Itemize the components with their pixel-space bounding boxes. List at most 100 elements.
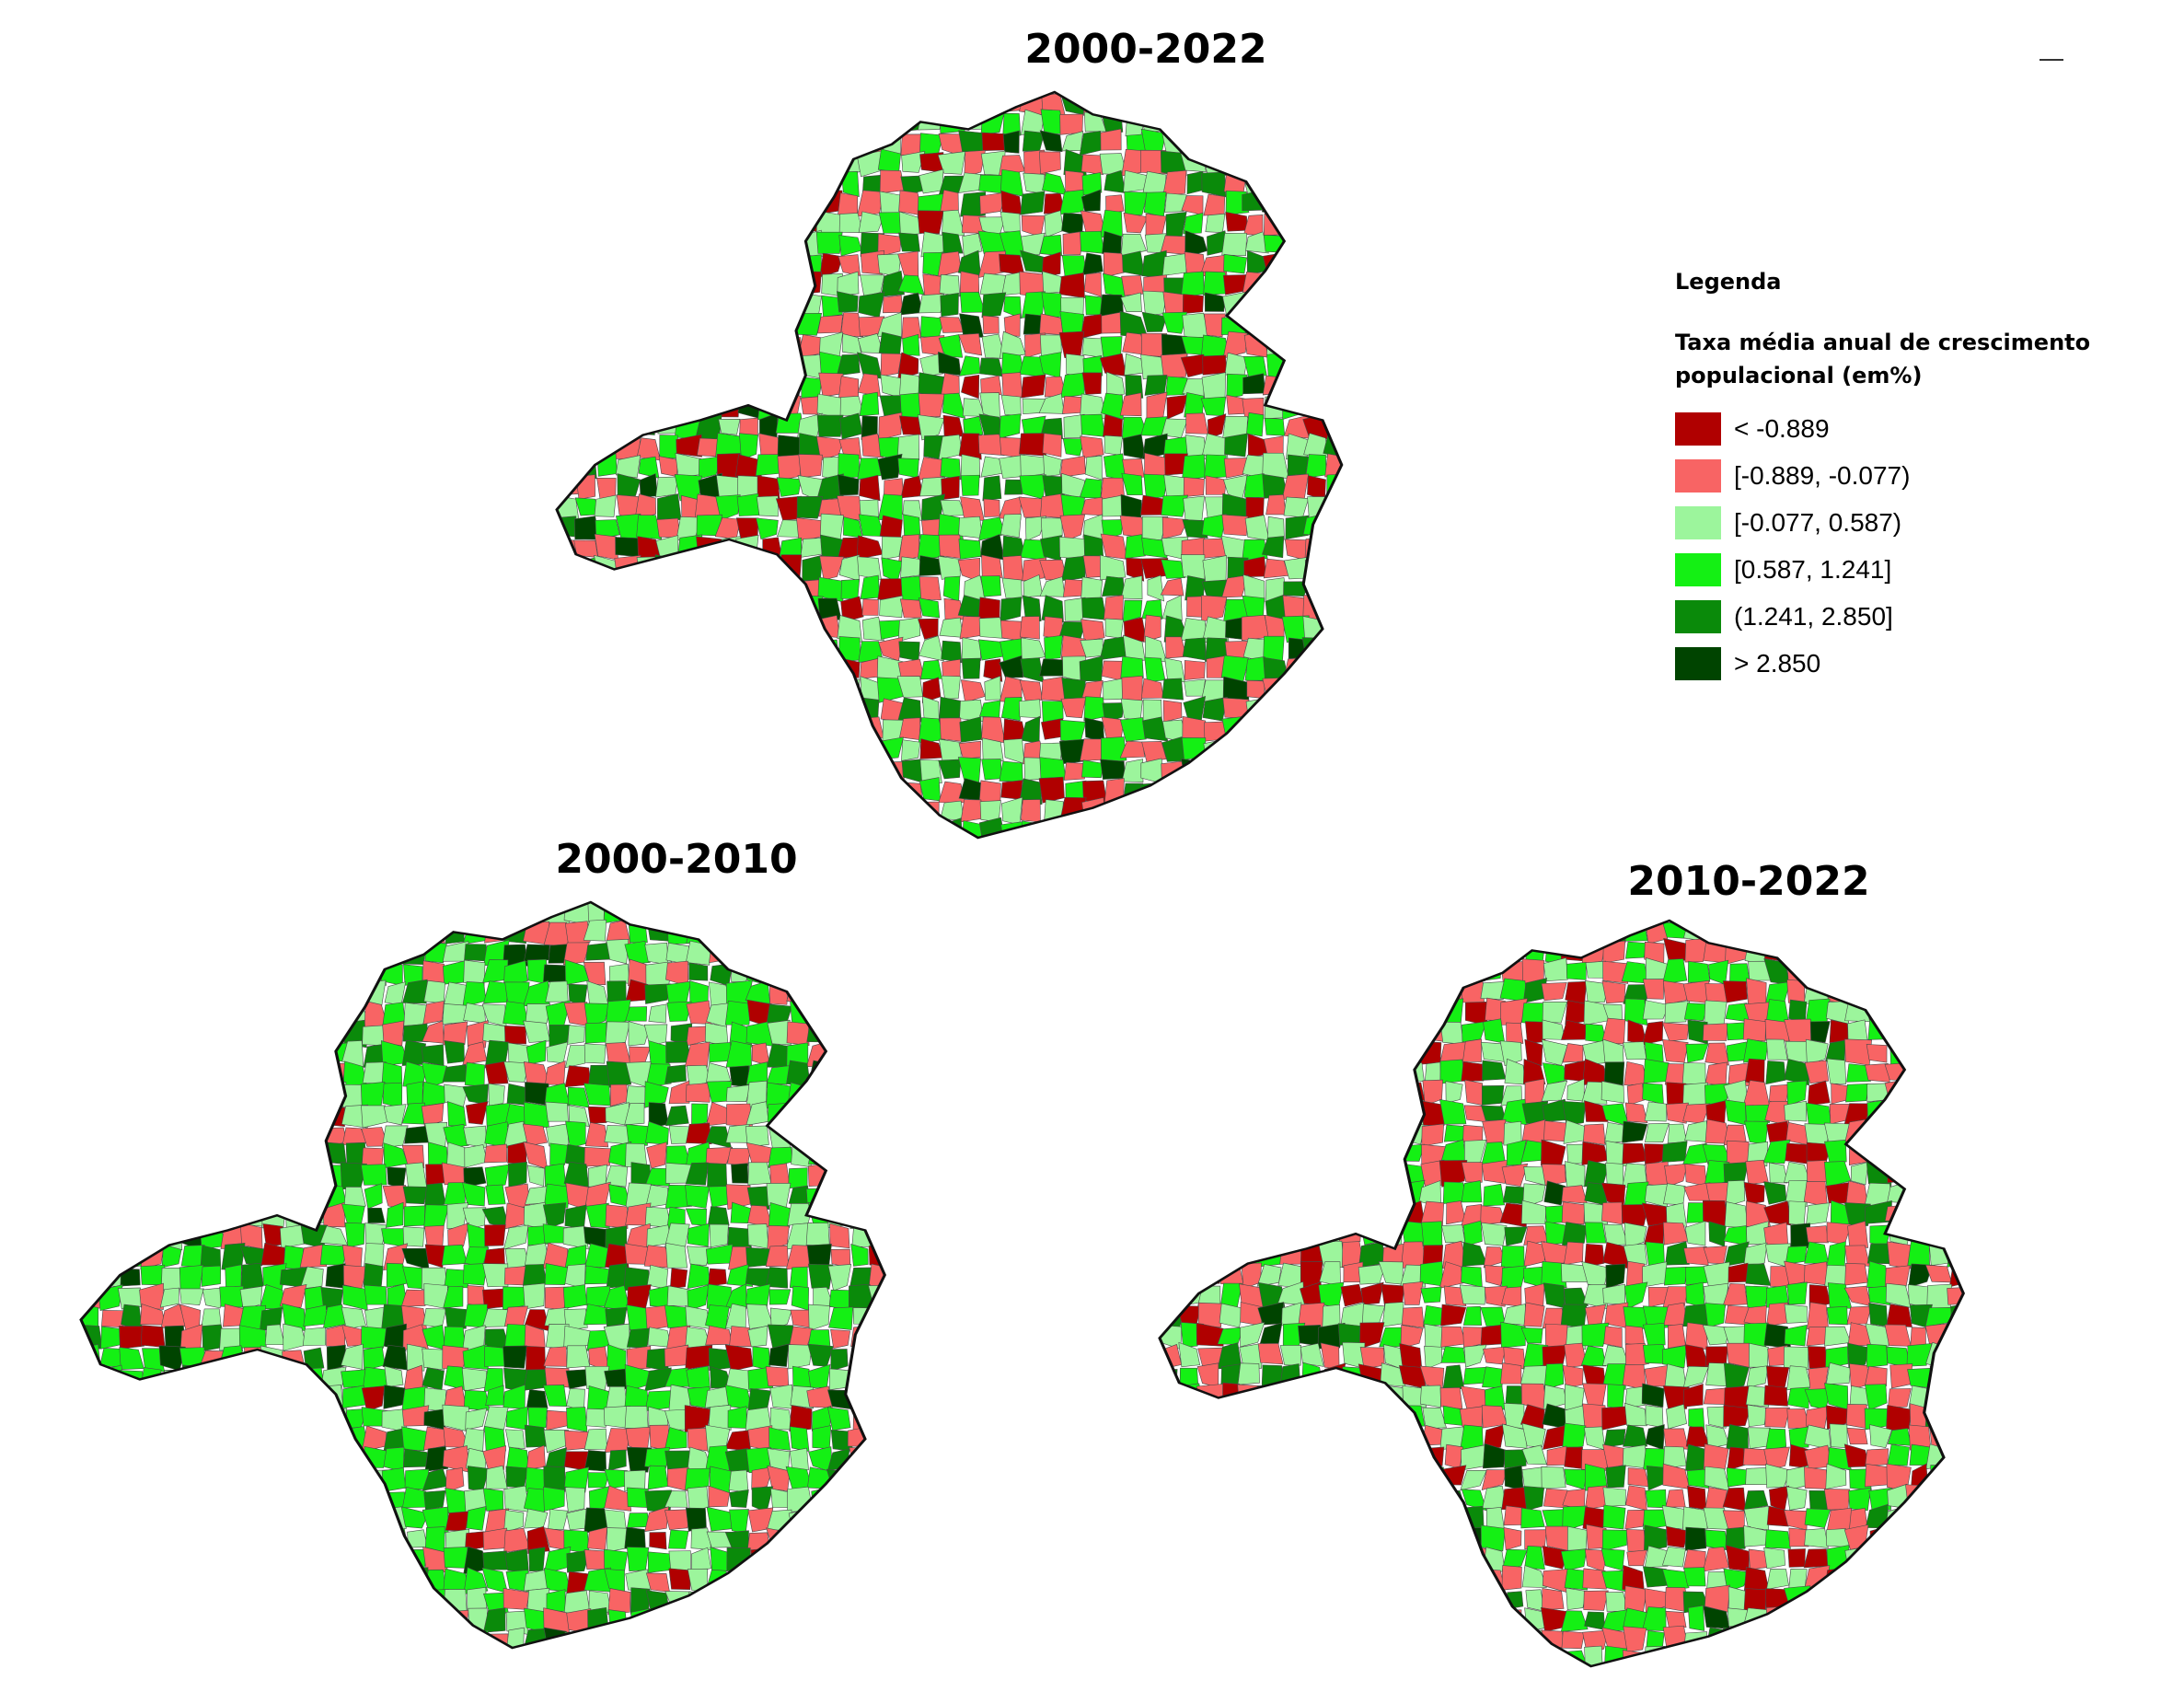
municipality-cell [1605,1465,1626,1489]
municipality-cell [81,1060,102,1085]
municipality-cell [1469,91,1490,113]
municipality-cell [179,1288,204,1305]
municipality-cell [1807,1302,1829,1330]
municipality-cell [1363,353,1387,374]
municipality-cell [770,902,792,923]
municipality-cell [1544,1323,1569,1348]
municipality-cell [1704,1303,1726,1328]
municipality-cell [759,757,780,779]
municipality-cell [2008,1123,2028,1142]
municipality-cell [848,1023,874,1048]
municipality-cell [464,1144,488,1168]
municipality-cell [1404,535,1431,558]
municipality-cell [101,1002,124,1026]
municipality-cell [1506,456,1528,479]
municipality-cell [1384,638,1409,659]
municipality-cell [1242,797,1266,825]
municipality-cell [1402,1281,1424,1305]
municipality-cell [1019,778,1043,805]
municipality-cell [98,1573,124,1593]
municipality-cell [545,1060,566,1085]
municipality-cell [118,1083,144,1108]
municipality-cell [1884,1265,1911,1288]
municipality-cell [836,353,861,377]
municipality-cell [1196,1059,1219,1085]
municipality-cell [638,296,657,315]
municipality-cell [846,1002,874,1026]
municipality-cell [1283,172,1308,197]
municipality-cell [1644,1101,1668,1122]
municipality-cell [1050,1102,1073,1127]
municipality-cell [1482,1443,1507,1469]
municipality-cell [1364,762,1390,782]
municipality-cell [718,211,740,235]
municipality-cell [757,553,781,580]
municipality-cell [1363,1388,1383,1408]
municipality-cell [1507,231,1529,257]
municipality-cell [807,1568,830,1590]
municipality-cell [982,475,1002,502]
municipality-cell [806,1000,834,1026]
municipality-cell [1299,1224,1321,1246]
municipality-cell [597,801,621,823]
municipality-cell [1180,1487,1205,1509]
municipality-cell [614,149,640,173]
municipality-cell [1263,937,1284,964]
municipality-cell [81,1588,101,1614]
municipality-cell [239,1450,266,1474]
municipality-cell [1221,108,1248,136]
municipality-cell [1045,817,1064,838]
municipality-cell [1426,497,1449,518]
municipality-cell [716,193,740,216]
municipality-cell [1950,979,1964,1001]
municipality-cell [1245,231,1269,254]
municipality-cell [1485,233,1511,256]
municipality-cell [2028,1080,2054,1102]
municipality-cell [1428,173,1449,195]
municipality-cell [179,1569,204,1590]
municipality-cell [994,901,1013,924]
municipality-cell [929,1085,952,1107]
municipality-cell [1327,256,1342,278]
municipality-cell [594,575,618,597]
municipality-cell [364,1284,387,1305]
municipality-cell [1302,820,1329,838]
municipality-cell [1429,779,1450,805]
municipality-cell [1283,232,1309,256]
municipality-cell [828,1143,853,1165]
municipality-cell [1645,1122,1670,1142]
municipality-cell [2051,1119,2069,1142]
municipality-cell [739,757,762,780]
municipality-cell [615,737,639,762]
municipality-cell [140,902,166,921]
municipality-cell [756,292,780,317]
municipality-cell [301,1446,328,1471]
municipality-cell [2069,1323,2091,1347]
municipality-cell [1344,574,1369,600]
municipality-cell [990,1121,1011,1149]
municipality-cell [118,1427,146,1451]
municipality-cell [1326,819,1342,838]
municipality-cell [1304,271,1326,296]
municipality-cell [940,293,959,318]
municipality-cell [1564,1446,1583,1469]
municipality-cell [526,1165,545,1187]
municipality-cell [242,1408,263,1432]
municipality-cell [1483,1346,1507,1365]
municipality-cell [1423,1304,1443,1327]
municipality-cell [1420,1286,1442,1304]
municipality-cell [952,1084,969,1106]
municipality-cell [1345,516,1368,539]
municipality-cell [777,660,803,680]
municipality-cell [1162,700,1183,723]
municipality-cell [1427,258,1450,274]
municipality-cell [100,1526,124,1554]
municipality-cell [979,700,1001,718]
municipality-cell [594,533,619,561]
municipality-cell [1866,1120,1891,1144]
municipality-cell [1461,921,1483,945]
municipality-cell [1585,980,1609,1003]
municipality-cell [1263,656,1289,682]
municipality-cell [1162,777,1184,805]
municipality-cell [483,980,509,1004]
